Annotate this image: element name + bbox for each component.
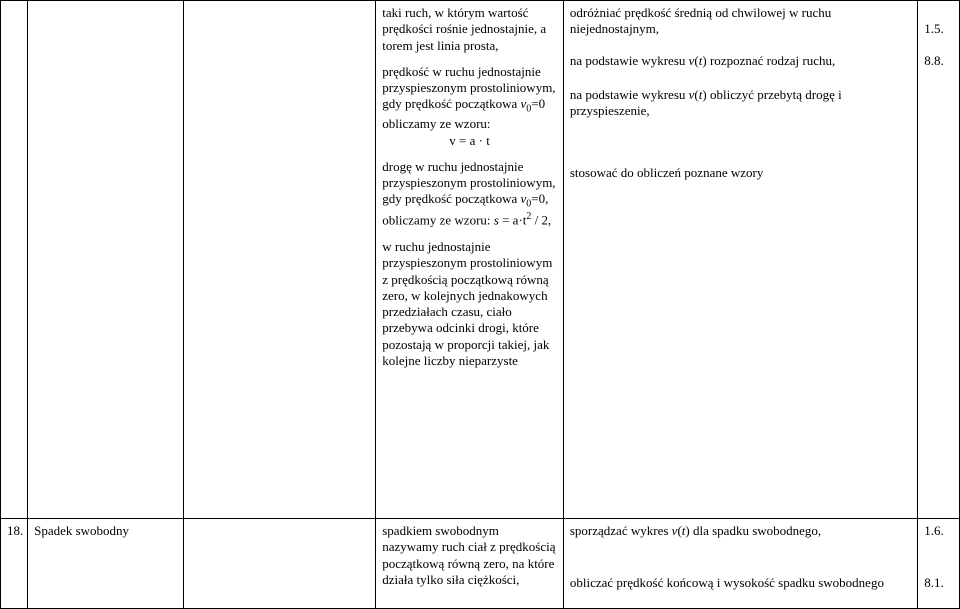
knowledge-para: drogę w ruchu jednostajnie przyspieszony…	[382, 159, 557, 229]
skills-block: sporządzać wykres v(t) dla spadku swobod…	[570, 523, 911, 583]
text: / 2,	[531, 213, 551, 228]
cell-skills: odróżniać prędkość średnią od chwilowej …	[563, 1, 917, 519]
cell-number	[1, 1, 28, 519]
cell-blank	[184, 1, 376, 519]
skill-item: na podstawie wykresu v(t) rozpoznać rodz…	[570, 53, 911, 69]
skill-item: sporządzać wykres v(t) dla spadku swobod…	[570, 523, 911, 539]
page: taki ruch, w którym wartość prędkości ro…	[0, 0, 960, 609]
skill-item: odróżniać prędkość średnią od chwilowej …	[570, 5, 911, 38]
codes-block: 1.6. 8.1.	[924, 523, 953, 583]
cell-topic: Spadek swobodny	[28, 519, 184, 609]
text: = a·t	[499, 213, 527, 228]
skills-block: odróżniać prędkość średnią od chwilowej …	[570, 5, 911, 175]
code: 1.6.	[924, 523, 944, 539]
topic-title: Spadek swobodny	[34, 523, 129, 538]
text: stosować do obliczeń poznane wzory	[570, 165, 764, 180]
row-number: 18.	[7, 523, 23, 538]
code: 8.1.	[924, 575, 944, 591]
table-row: 18. Spadek swobodny spadkiem swobodnym n…	[1, 519, 960, 609]
cell-blank	[184, 519, 376, 609]
text: odróżniać prędkość średnią od chwilowej …	[570, 5, 831, 36]
cell-codes: 1.5. 8.8.	[918, 1, 960, 519]
cell-topic	[28, 1, 184, 519]
cell-skills: sporządzać wykres v(t) dla spadku swobod…	[563, 519, 917, 609]
curriculum-table: taki ruch, w którym wartość prędkości ro…	[0, 0, 960, 609]
code: 8.8.	[924, 53, 944, 69]
skill-item: obliczać prędkość końcową i wysokość spa…	[570, 575, 911, 591]
cell-number: 18.	[1, 519, 28, 609]
formula: v = a · t	[382, 133, 557, 149]
knowledge-para: prędkość w ruchu jednostajnie przyspiesz…	[382, 64, 557, 149]
skill-item: na podstawie wykresu v(t) obliczyć przeb…	[570, 87, 911, 120]
code: 1.5.	[924, 21, 944, 37]
cell-knowledge: spadkiem swobodnym nazywamy ruch ciał z …	[376, 519, 564, 609]
knowledge-para: taki ruch, w którym wartość prędkości ro…	[382, 5, 557, 54]
text: ) rozpoznać rodzaj ruchu,	[702, 53, 835, 68]
cell-codes: 1.6. 8.1.	[918, 519, 960, 609]
codes-block: 1.5. 8.8.	[924, 5, 953, 175]
knowledge-para: w ruchu jednostajnie przyspieszonym pros…	[382, 239, 557, 369]
skill-item: stosować do obliczeń poznane wzory	[570, 165, 911, 181]
cell-knowledge: taki ruch, w którym wartość prędkości ro…	[376, 1, 564, 519]
text: obliczać prędkość końcową i wysokość spa…	[570, 575, 884, 590]
text: na podstawie wykresu	[570, 87, 689, 102]
text: sporządzać wykres	[570, 523, 672, 538]
text: na podstawie wykresu	[570, 53, 689, 68]
table-row: taki ruch, w którym wartość prędkości ro…	[1, 1, 960, 519]
knowledge-para: spadkiem swobodnym nazywamy ruch ciał z …	[382, 523, 557, 588]
text: ) dla spadku swobodnego,	[685, 523, 821, 538]
